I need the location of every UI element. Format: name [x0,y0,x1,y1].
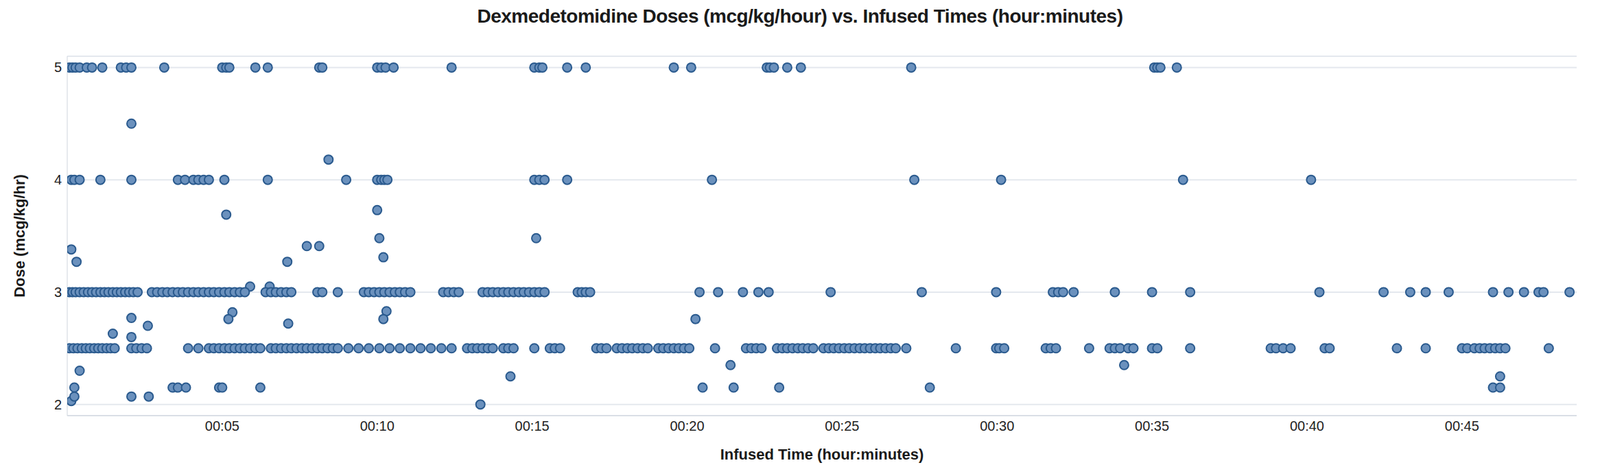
svg-text:00:15: 00:15 [515,418,550,434]
svg-text:5: 5 [54,59,62,75]
svg-text:00:30: 00:30 [979,418,1015,434]
svg-text:3: 3 [54,284,62,300]
svg-text:00:10: 00:10 [360,418,395,434]
svg-text:Dose (mcg/kg/hr): Dose (mcg/kg/hr) [10,174,29,298]
svg-text:00:25: 00:25 [824,418,860,434]
svg-text:00:20: 00:20 [669,418,704,434]
svg-text:4: 4 [54,172,62,188]
svg-text:2: 2 [54,397,62,413]
svg-text:00:05: 00:05 [205,418,240,434]
svg-text:00:40: 00:40 [1289,418,1325,434]
svg-text:00:35: 00:35 [1134,418,1170,434]
svg-text:Infused Time (hour:minutes): Infused Time (hour:minutes) [720,445,925,464]
html-text:Dexmedetomidine Doses (mcg/kg/: Dexmedetomidine Doses (mcg/kg/hour) vs. … [477,5,1123,27]
svg-text:00:45: 00:45 [1444,418,1480,434]
